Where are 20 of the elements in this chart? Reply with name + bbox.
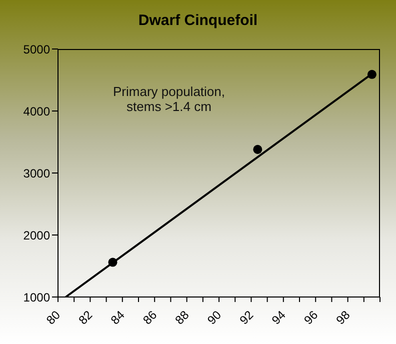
x-tick-label: 82 [76,308,96,328]
annotation: Primary population, stems >1.4 cm [112,84,226,114]
x-tick-label: 86 [140,308,160,328]
x-tick-label: 96 [301,308,321,328]
y-tick-label: 2000 [23,228,50,242]
x-tick-label: 80 [44,308,64,328]
x-tick-label: 92 [236,308,256,328]
point [367,70,376,79]
x-tick-label: 84 [108,308,128,328]
x-tick-label: 98 [333,308,353,328]
x-tick-label: 94 [269,308,289,328]
point [253,144,262,154]
x-tick-label: 88 [172,308,192,328]
y-tick-label: 1000 [23,290,50,304]
y-tick-label: 4000 [23,104,50,118]
y-tick-label: 5000 [23,42,50,56]
point [108,258,118,267]
x-tick-label: 90 [204,308,224,328]
y-tick-label: 3000 [23,166,50,180]
chart-title: Dwarf Cinquefoil [137,12,259,29]
